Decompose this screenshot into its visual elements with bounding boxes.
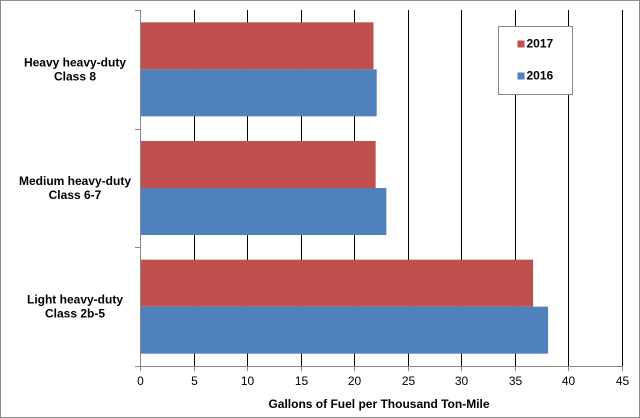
category-label: Medium heavy-duty Class 6-7	[19, 174, 131, 202]
x-tick-label: 30	[455, 374, 469, 388]
legend-label-2017: 2017	[527, 37, 554, 51]
category-label: Light heavy-duty Class 2b-5	[27, 293, 123, 321]
bar-2017-1	[140, 22, 374, 70]
x-tick-label: 20	[348, 374, 362, 388]
x-tick-label: 40	[562, 374, 576, 388]
x-tick-label: 35	[509, 374, 523, 388]
legend-swatch-2016	[517, 72, 525, 80]
x-tick-label: 15	[295, 374, 309, 388]
x-tick-label: 25	[402, 374, 416, 388]
bar-2016-1	[140, 69, 377, 117]
bar-2016-2	[140, 188, 387, 235]
legend-swatch-2017	[517, 40, 525, 48]
legend-label-2016: 2016	[527, 69, 554, 83]
x-tick-label: 5	[191, 374, 198, 388]
x-axis-title: Gallons of Fuel per Thousand Ton-Mile	[268, 397, 489, 411]
x-tick-label: 0	[137, 374, 144, 388]
bar-2017-3	[140, 259, 534, 307]
x-tick-label: 45	[616, 374, 630, 388]
x-tick-label: 10	[241, 374, 255, 388]
category-label: Heavy heavy-duty Class 8	[24, 55, 126, 83]
bar-2017-2	[140, 141, 376, 188]
bar-2016-3	[140, 306, 549, 354]
legend-box	[498, 26, 573, 95]
